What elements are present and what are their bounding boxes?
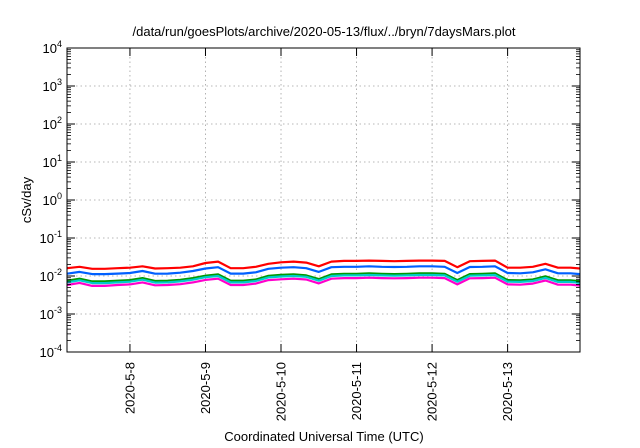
x-axis-label: Coordinated Universal Time (UTC) [224,429,423,444]
y-tick-label: 10-4 [40,343,62,360]
y-tick-labels: 10-4 10-3 10-2 10-1 100 101 102 103 104 [40,39,62,360]
grid [67,48,580,352]
x-tick-label: 2020-5-11 [349,362,364,420]
series-line-4 [66,273,581,285]
x-tick-label: 2020-5-12 [425,362,440,421]
y-tick-label: 100 [43,191,62,208]
series-line-2 [66,265,581,276]
x-tick-label: 2020-5-9 [198,362,213,414]
y-tick-label: 10-3 [40,305,62,322]
series-line-5 [66,276,581,287]
y-axis-label: cSv/day [19,176,34,223]
x-tick-labels: 2020-5-8 2020-5-9 2020-5-10 2020-5-11 2020-5… [122,362,515,421]
x-tick-label: 2020-5-10 [274,362,289,421]
series-line-1 [66,259,581,270]
series-line-3 [66,272,581,283]
y-tick-label: 101 [43,153,62,170]
y-tick-label: 102 [43,115,62,132]
y-tick-label: 10-2 [40,267,62,284]
chart-title: /data/run/goesPlots/archive/2020-05-13/f… [133,24,516,39]
y-tick-label: 104 [43,39,62,56]
y-tick-label: 10-1 [40,229,62,246]
series-lines [66,259,581,287]
axis-ticks [67,47,580,353]
x-tick-label: 2020-5-13 [500,362,515,421]
y-tick-label: 103 [43,77,62,94]
x-tick-label: 2020-5-8 [122,362,137,414]
